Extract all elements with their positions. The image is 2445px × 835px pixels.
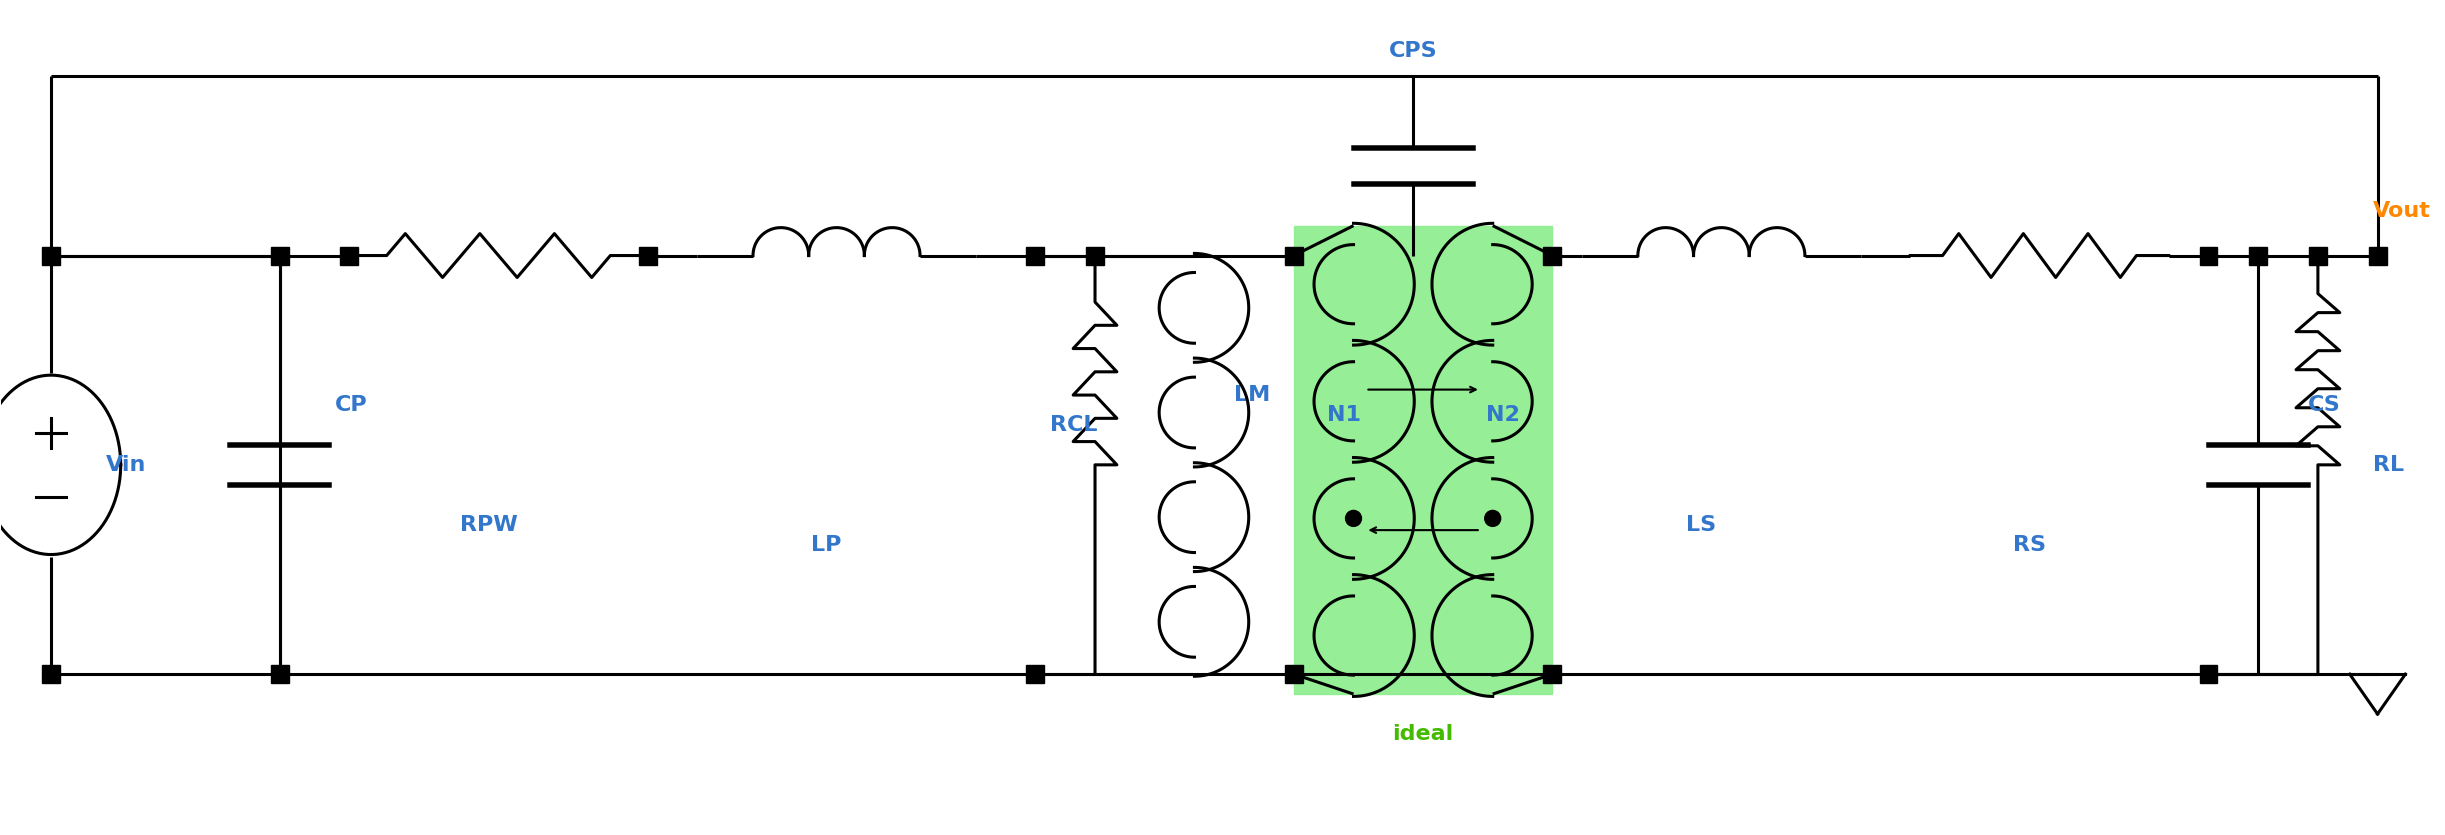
Text: N2: N2 (1487, 405, 1521, 425)
Bar (2369, 246, 2386, 265)
Bar (1286, 246, 1303, 265)
Circle shape (1484, 510, 1501, 526)
Bar (271, 665, 289, 683)
Bar (1086, 246, 1105, 265)
Text: CP: CP (335, 395, 367, 415)
Text: RPW: RPW (460, 514, 518, 534)
Bar (1286, 665, 1303, 683)
Bar (340, 246, 359, 265)
Bar (1027, 665, 1044, 683)
Bar (42, 665, 61, 683)
Circle shape (1345, 510, 1362, 526)
Bar (42, 246, 61, 265)
Text: RCL: RCL (1051, 415, 1098, 435)
Text: LS: LS (1687, 514, 1716, 534)
Bar (1027, 246, 1044, 265)
Text: ideal: ideal (1394, 724, 1455, 744)
Text: Vin: Vin (105, 455, 147, 475)
Bar (638, 246, 658, 265)
Bar (2200, 246, 2218, 265)
Text: N1: N1 (1328, 405, 1359, 425)
Text: Vout: Vout (2372, 200, 2430, 220)
Bar (1543, 246, 1562, 265)
Text: RL: RL (2372, 455, 2403, 475)
Bar (2249, 246, 2267, 265)
Bar (1293, 225, 1553, 694)
Text: CS: CS (2308, 395, 2340, 415)
Bar (2200, 665, 2218, 683)
Bar (1543, 665, 1562, 683)
Bar (2308, 246, 2328, 265)
Text: LM: LM (1235, 385, 1271, 405)
Bar (271, 246, 289, 265)
Text: CPS: CPS (1389, 41, 1438, 61)
Text: LP: LP (812, 534, 841, 554)
Text: RS: RS (2012, 534, 2046, 554)
